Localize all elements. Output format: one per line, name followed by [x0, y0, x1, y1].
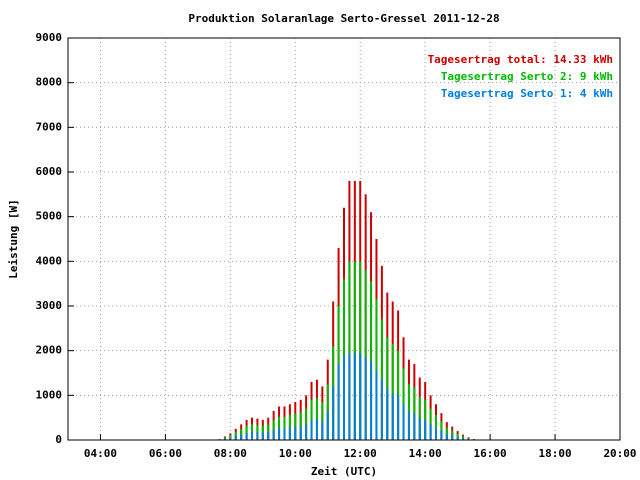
bar	[413, 413, 416, 440]
y-tick-label: 8000	[36, 76, 63, 89]
bar	[407, 411, 410, 440]
bar	[332, 386, 335, 440]
bar	[397, 395, 400, 440]
x-tick-label: 10:00	[279, 447, 312, 460]
bar	[359, 352, 362, 440]
y-tick-label: 6000	[36, 165, 63, 178]
bar	[283, 428, 286, 440]
bar	[445, 433, 448, 440]
bar	[348, 261, 351, 440]
bar	[294, 426, 297, 440]
x-tick-label: 20:00	[603, 447, 636, 460]
x-tick-label: 16:00	[474, 447, 507, 460]
bar	[321, 421, 324, 440]
bar	[353, 352, 356, 440]
y-axis-label: Leistung [W]	[7, 199, 20, 278]
y-tick-label: 2000	[36, 344, 63, 357]
y-tick-label: 5000	[36, 210, 63, 223]
bar	[375, 370, 378, 440]
bar	[364, 357, 367, 440]
bar	[310, 419, 313, 440]
y-tick-label: 3000	[36, 299, 63, 312]
bar	[251, 432, 253, 440]
y-tick-label: 7000	[36, 120, 63, 133]
bar	[353, 261, 356, 440]
bar	[245, 432, 248, 440]
bar	[288, 427, 291, 440]
bar	[402, 404, 405, 440]
x-tick-label: 12:00	[344, 447, 377, 460]
x-tick-label: 06:00	[149, 447, 182, 460]
x-tick-label: 14:00	[409, 447, 442, 460]
bar	[240, 434, 243, 440]
bar	[462, 438, 465, 440]
bar	[223, 438, 226, 440]
bar	[343, 355, 345, 440]
bar	[234, 435, 237, 440]
y-tick-label: 0	[55, 433, 62, 446]
bar	[391, 393, 394, 440]
y-tick-label: 4000	[36, 254, 63, 267]
legend-entry: Tagesertrag total: 14.33 kWh	[428, 53, 613, 66]
bar	[305, 424, 308, 440]
bar	[435, 427, 437, 440]
bar	[391, 343, 394, 440]
bar	[375, 299, 378, 440]
bar	[315, 419, 318, 440]
bar	[364, 270, 367, 440]
bar	[380, 379, 383, 440]
bar	[418, 418, 421, 440]
y-tick-label: 1000	[36, 388, 63, 401]
bar	[229, 437, 232, 440]
bar	[429, 424, 432, 440]
bar	[440, 430, 443, 440]
plot-frame	[67, 37, 621, 441]
bar	[299, 426, 302, 440]
bar	[397, 350, 400, 440]
bar	[359, 261, 362, 440]
x-tick-label: 18:00	[538, 447, 571, 460]
legend-entry: Tagesertrag Serto 2: 9 kWh	[441, 70, 613, 83]
bar	[337, 364, 340, 440]
y-tick-label: 9000	[36, 31, 63, 44]
bar	[272, 429, 275, 440]
x-axis-label: Zeit (UTC)	[311, 465, 377, 478]
bar	[456, 436, 459, 440]
x-tick-label: 04:00	[84, 447, 117, 460]
bar	[386, 388, 389, 440]
bar	[424, 419, 427, 440]
bar	[326, 410, 329, 440]
bar	[278, 428, 281, 440]
bar	[370, 361, 373, 440]
bar	[348, 352, 351, 440]
bar	[451, 435, 454, 440]
x-tick-label: 08:00	[214, 447, 247, 460]
bar	[267, 432, 270, 440]
bar	[256, 432, 259, 440]
chart-title: Produktion Solaranlage Serto-Gressel 201…	[188, 12, 499, 25]
bar	[261, 432, 264, 440]
bar	[234, 431, 237, 440]
bar	[462, 436, 465, 440]
bar	[370, 281, 373, 440]
legend-entry: Tagesertrag Serto 1: 4 kWh	[441, 87, 613, 100]
